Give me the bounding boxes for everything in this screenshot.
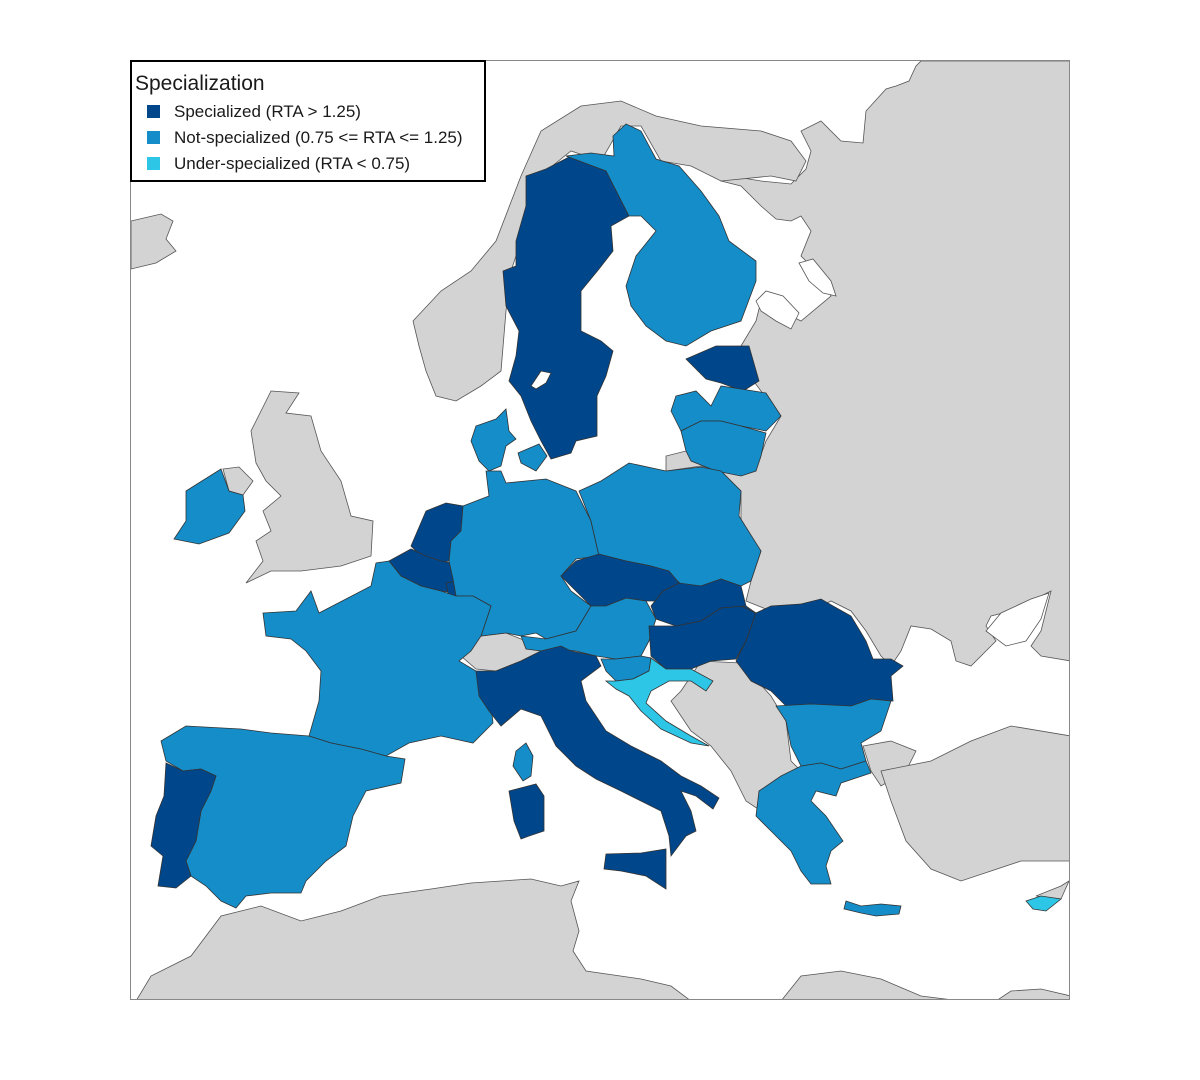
region-middle-east <box>998 988 1069 999</box>
country-finland <box>565 123 757 347</box>
region-united-kingdom <box>245 390 374 584</box>
map-frame <box>130 60 1070 1000</box>
country-greece <box>755 760 872 885</box>
lakes-layer <box>755 258 1050 647</box>
region-anatolia <box>880 725 1069 882</box>
country-romania <box>735 598 904 707</box>
legend-swatch-not-specialized <box>147 131 160 144</box>
country-portugal <box>150 762 217 889</box>
map-legend: Specialization Specialized (RTA > 1.25) … <box>130 60 486 182</box>
europe-choropleth-map <box>131 61 1069 999</box>
country-bulgaria <box>775 698 892 770</box>
legend-label-under-specialized: Under-specialized (RTA < 0.75) <box>174 154 411 173</box>
region-north-africa-east <box>782 970 949 999</box>
legend-swatch-under-specialized <box>147 157 160 170</box>
region-norway <box>412 100 807 402</box>
country-estonia <box>685 345 760 392</box>
sea-inlet-east <box>985 592 1050 647</box>
country-slovakia <box>650 578 747 627</box>
country-greece-crete <box>843 900 902 917</box>
legend-title: Specialization <box>135 72 265 95</box>
eu-countries-layer <box>150 123 1062 917</box>
country-denmark <box>470 408 517 472</box>
island-corsica <box>512 742 534 782</box>
legend-label-specialized: Specialized (RTA > 1.25) <box>174 102 361 121</box>
non-eu-land-layer <box>131 61 1069 999</box>
country-italy-sardinia <box>508 783 545 840</box>
country-italy-sicily <box>603 848 667 890</box>
country-croatia <box>604 657 714 747</box>
region-north-africa-west <box>136 878 690 999</box>
region-iceland <box>131 213 177 270</box>
lake-vanern <box>530 370 552 390</box>
country-ireland <box>173 468 246 545</box>
lake-onega <box>798 258 837 297</box>
lake-ladoga <box>755 290 800 330</box>
country-denmark-zealand <box>517 443 548 472</box>
country-italy <box>475 645 720 858</box>
country-lithuania <box>680 420 767 477</box>
legend-label-not-specialized: Not-specialized (0.75 <= RTA <= 1.25) <box>174 128 463 147</box>
country-cyprus <box>1025 895 1062 912</box>
legend-swatch-specialized <box>147 105 160 118</box>
